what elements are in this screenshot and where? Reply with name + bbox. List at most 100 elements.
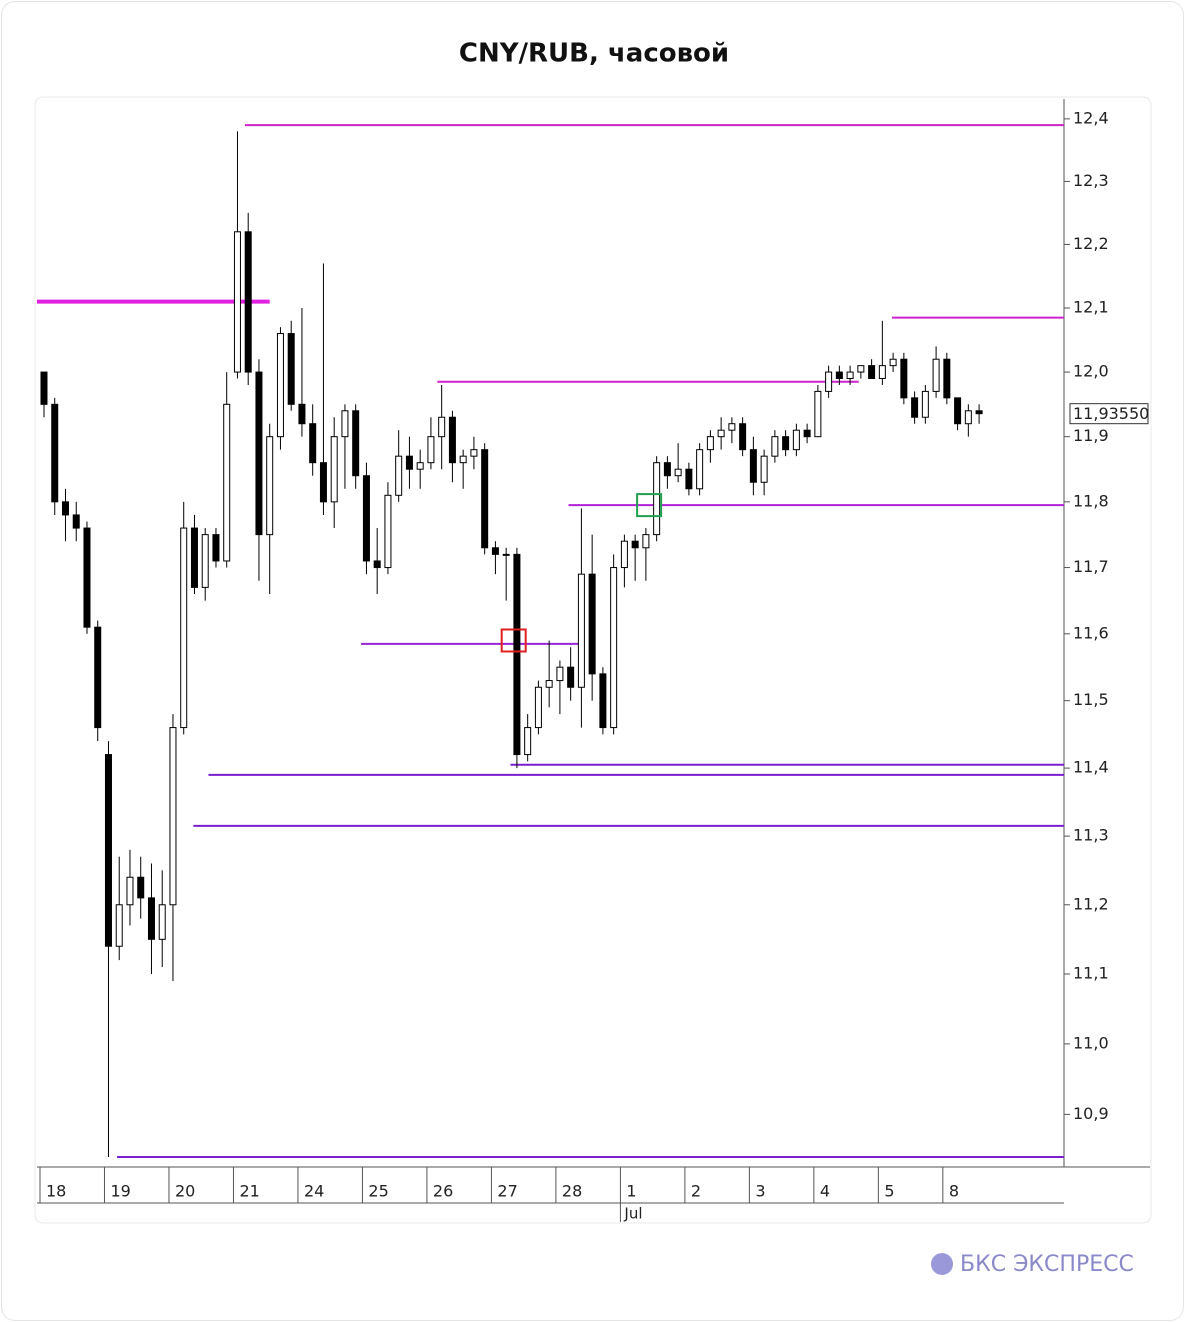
candle-body xyxy=(126,876,134,906)
candle-body xyxy=(94,626,102,729)
candle-body xyxy=(964,410,972,425)
x-tick-label: 2 xyxy=(691,1182,701,1201)
last-price-label: 11,93550 xyxy=(1073,404,1149,423)
candle-body xyxy=(72,514,80,529)
candle-body xyxy=(513,553,521,756)
candle-body xyxy=(653,462,661,536)
x-tick-label: 3 xyxy=(755,1182,765,1201)
candle-body xyxy=(610,567,618,729)
x-tick-label: 5 xyxy=(884,1182,894,1201)
x-tick-label: 21 xyxy=(239,1182,259,1201)
candle-body xyxy=(502,553,510,556)
candle-body xyxy=(319,462,327,503)
candle-body xyxy=(534,686,542,729)
candle-body xyxy=(878,365,886,380)
candle-body xyxy=(782,436,790,451)
candle-body xyxy=(244,231,252,373)
candle-body xyxy=(663,462,671,477)
y-tick-label: 11,5 xyxy=(1073,690,1109,709)
candle-body xyxy=(545,680,553,688)
candle-body xyxy=(588,573,596,675)
candle-body xyxy=(696,449,704,490)
candle-body xyxy=(685,468,693,490)
x-tick-label: 26 xyxy=(433,1182,453,1201)
brand: БКС ЭКСПРЕСС xyxy=(960,1252,1134,1277)
candle-body xyxy=(201,534,209,588)
y-tick-label: 12,0 xyxy=(1073,362,1109,381)
candle-body xyxy=(61,501,69,516)
candle-body xyxy=(190,527,198,588)
y-tick-label: 11,0 xyxy=(1073,1033,1109,1052)
candle-body xyxy=(212,534,220,562)
candle-body xyxy=(771,436,779,457)
candle-body xyxy=(954,397,962,425)
candle-body xyxy=(180,527,188,729)
y-tick-label: 11,3 xyxy=(1073,826,1109,845)
x-tick-label: 20 xyxy=(175,1182,195,1201)
marker xyxy=(636,493,663,518)
candle-body xyxy=(846,371,854,380)
candle-body xyxy=(728,423,736,431)
y-tick-label: 11,8 xyxy=(1073,491,1109,510)
candle-body xyxy=(739,423,747,451)
candle-body xyxy=(760,455,768,483)
candle-body xyxy=(298,403,306,425)
candle-body xyxy=(857,365,865,373)
x-tick-label: 4 xyxy=(820,1182,830,1201)
candle-body xyxy=(255,371,263,536)
y-tick-label: 11,7 xyxy=(1073,557,1109,576)
candle-body xyxy=(137,876,145,899)
candle-body xyxy=(835,371,843,380)
candle-body xyxy=(373,560,381,569)
x-tick-label: 19 xyxy=(110,1182,130,1201)
x-tick-label: 18 xyxy=(46,1182,66,1201)
y-tick-label: 11,2 xyxy=(1073,894,1109,913)
candle-body xyxy=(223,403,231,562)
last-price-box xyxy=(1069,403,1149,425)
candle-body xyxy=(943,358,951,399)
candle-body xyxy=(266,436,274,536)
y-tick-label: 11,4 xyxy=(1073,758,1109,777)
candle-body xyxy=(911,397,919,418)
candle-body xyxy=(438,416,446,438)
candle-body xyxy=(405,455,413,470)
candle-body xyxy=(889,358,897,367)
y-tick-label: 10,9 xyxy=(1073,1104,1109,1123)
x-tick-label: 28 xyxy=(562,1182,582,1201)
candle-body xyxy=(51,403,59,503)
x-tick-label: 24 xyxy=(304,1182,324,1201)
candle-body xyxy=(642,534,650,549)
marker xyxy=(500,628,527,653)
y-tick-label: 12,3 xyxy=(1073,171,1109,190)
y-tick-label: 11,6 xyxy=(1073,623,1109,642)
candle-body xyxy=(803,429,811,438)
candle-body xyxy=(287,333,295,405)
candle-body xyxy=(556,666,564,682)
candle-body xyxy=(158,904,166,940)
candle-body xyxy=(169,727,177,906)
brand-logo xyxy=(931,1253,953,1275)
candle-body xyxy=(470,449,478,457)
candle-body xyxy=(395,455,403,496)
x-sublabel: Jul xyxy=(623,1205,642,1223)
candle-body xyxy=(104,754,112,947)
candle-body xyxy=(40,371,48,405)
x-tick-label: 1 xyxy=(626,1182,636,1201)
candle-body xyxy=(330,436,338,503)
y-tick-label: 12,4 xyxy=(1073,108,1109,127)
candle-body xyxy=(932,358,940,392)
candle-body xyxy=(416,462,424,470)
candle-body xyxy=(147,897,155,940)
candle-body xyxy=(921,390,929,418)
candle-body xyxy=(599,673,607,729)
candle-body xyxy=(900,358,908,399)
x-tick-label: 27 xyxy=(497,1182,517,1201)
candle-body xyxy=(481,449,489,549)
candle-body xyxy=(341,410,349,438)
candle-body xyxy=(620,540,628,569)
y-tick-label: 12,2 xyxy=(1073,234,1109,253)
candle-body xyxy=(868,365,876,380)
candle-body xyxy=(631,540,639,549)
candle-body xyxy=(814,390,822,438)
